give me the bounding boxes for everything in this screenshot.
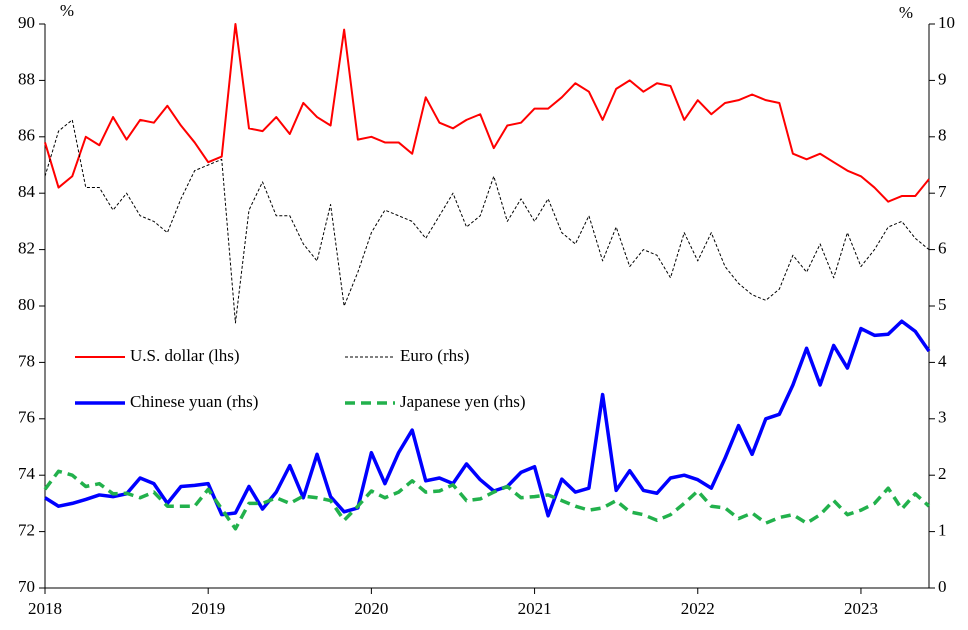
x-tick-label: 2023 [844, 599, 878, 618]
legend-label: Euro (rhs) [400, 346, 469, 365]
x-tick-label: 2020 [354, 599, 388, 618]
y2-unit-label: % [899, 3, 913, 22]
series-line [43, 469, 931, 531]
x-tick-label: 2022 [681, 599, 715, 618]
x-tick-label: 2021 [518, 599, 552, 618]
series-line [44, 119, 930, 324]
y-unit-label: % [60, 1, 74, 20]
y-tick-label: 72 [18, 521, 35, 540]
y-tick-label: 80 [18, 295, 35, 314]
y-tick-label: 88 [18, 69, 35, 88]
legend-label: U.S. dollar (lhs) [130, 346, 240, 365]
y-tick-label: 76 [18, 408, 35, 427]
y2-tick-label: 9 [938, 69, 947, 88]
y2-tick-label: 0 [938, 577, 947, 596]
y2-tick-label: 7 [938, 182, 947, 201]
series-line [44, 319, 931, 518]
y-tick-label: 84 [18, 182, 36, 201]
y2-tick-label: 1 [938, 521, 947, 540]
series-line [44, 23, 930, 203]
y-tick-label: 86 [18, 126, 35, 145]
y-tick-label: 70 [18, 577, 35, 596]
y2-tick-label: 6 [938, 239, 947, 258]
x-tick-label: 2018 [28, 599, 62, 618]
x-tick-label: 2019 [191, 599, 225, 618]
y-tick-label: 78 [18, 351, 35, 370]
y2-tick-label: 2 [938, 464, 947, 483]
y2-tick-label: 10 [938, 13, 955, 32]
legend-label: Japanese yen (rhs) [400, 392, 526, 411]
legend-label: Chinese yuan (rhs) [130, 392, 258, 411]
y-tick-label: 82 [18, 239, 35, 258]
y2-tick-label: 4 [938, 351, 947, 370]
y2-tick-label: 8 [938, 126, 947, 145]
y2-tick-label: 3 [938, 408, 947, 427]
y2-tick-label: 5 [938, 295, 947, 314]
y-tick-label: 90 [18, 13, 35, 32]
y-tick-label: 74 [18, 464, 36, 483]
